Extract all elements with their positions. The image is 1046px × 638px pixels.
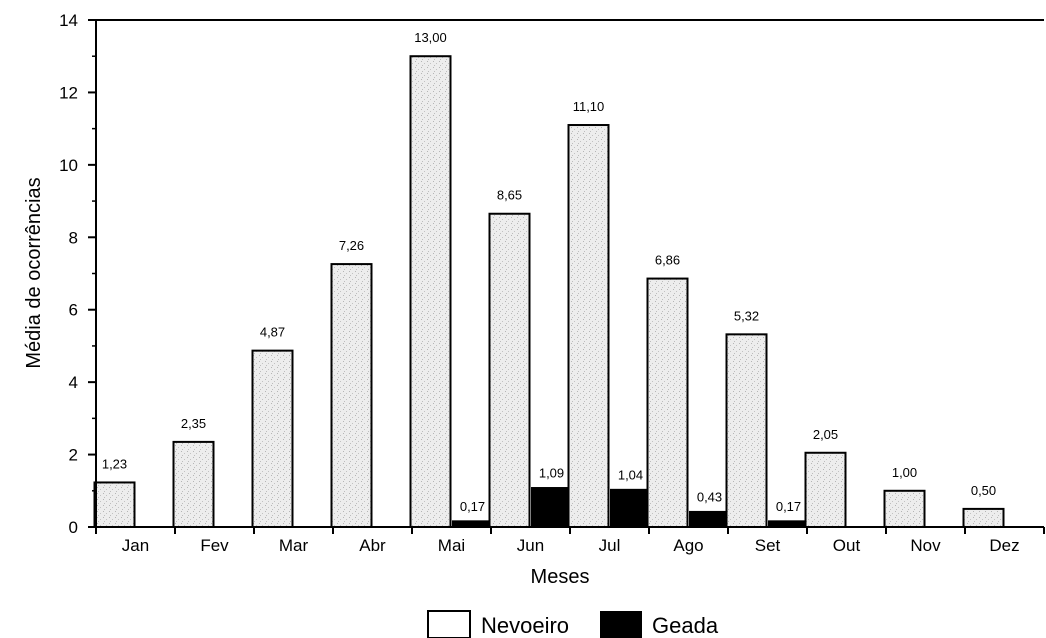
bar-geada-jul <box>610 488 651 528</box>
bar-nevoeiro-jun <box>488 212 531 528</box>
y-tick-label: 10 <box>59 156 78 175</box>
x-tick-label: Mai <box>438 536 465 555</box>
data-label-nevoeiro: 8,65 <box>497 188 522 203</box>
y-tick-label: 2 <box>69 446 78 465</box>
x-tick-label: Abr <box>359 536 386 555</box>
data-label-nevoeiro: 4,87 <box>260 325 285 340</box>
bar-nevoeiro-fev <box>172 440 215 528</box>
bar-nevoeiro-abr <box>330 263 373 528</box>
x-tick-label: Jan <box>122 536 149 555</box>
bar-nevoeiro-set <box>725 333 768 528</box>
y-tick-label: 14 <box>59 11 78 30</box>
x-tick-label: Out <box>833 536 861 555</box>
y-axis-title: Média de ocorrências <box>23 177 45 368</box>
data-label-geada: 0,17 <box>460 499 485 514</box>
data-label-nevoeiro: 1,00 <box>892 465 917 480</box>
y-axis-ticks: 0 2 4 6 8 10 12 14 <box>59 11 96 537</box>
bar-nevoeiro-out <box>804 451 847 528</box>
data-label-nevoeiro: 2,05 <box>813 427 838 442</box>
data-label-nevoeiro: 6,86 <box>655 253 680 268</box>
data-label-nevoeiro: 11,10 <box>573 99 605 114</box>
data-label-nevoeiro: 1,23 <box>102 456 127 471</box>
y-tick-label: 6 <box>69 301 78 320</box>
data-label-nevoeiro: 5,32 <box>734 308 759 323</box>
bars <box>93 55 1005 529</box>
x-tick-label: Jul <box>599 536 621 555</box>
x-tick-label: Nov <box>910 536 941 555</box>
y-tick-label: 8 <box>69 228 78 247</box>
x-tick-label: Dez <box>989 536 1019 555</box>
bar-nevoeiro-nov <box>883 489 926 528</box>
data-label-geada: 0,43 <box>697 489 722 504</box>
legend-label-geada: Geada <box>652 613 719 638</box>
bar-geada-jun <box>531 487 572 528</box>
data-label-geada: 1,04 <box>618 467 643 482</box>
y-tick-label: 0 <box>69 518 78 537</box>
legend-label-nevoeiro: Nevoeiro <box>481 613 569 638</box>
data-label-geada: 0,17 <box>776 499 801 514</box>
data-label-nevoeiro: 0,50 <box>971 483 996 498</box>
bar-geada-ago <box>689 510 730 528</box>
bar-nevoeiro-mar <box>251 349 294 528</box>
data-labels: 1,23 2,35 4,87 7,26 13,00 0,17 8,65 1,09 11,10 1,… <box>102 30 996 514</box>
x-tick-label: Fev <box>200 536 229 555</box>
data-label-nevoeiro: 2,35 <box>181 416 206 431</box>
legend-swatch-nevoeiro <box>427 610 471 638</box>
bar-nevoeiro-mai <box>409 55 452 528</box>
data-label-nevoeiro: 7,26 <box>339 238 364 253</box>
x-tick-label: Mar <box>279 536 309 555</box>
y-tick-label: 12 <box>59 83 78 102</box>
bar-nevoeiro-jan <box>93 481 136 528</box>
bar-nevoeiro-dez <box>962 507 1005 528</box>
data-label-geada: 1,09 <box>539 466 564 481</box>
bar-nevoeiro-ago <box>646 277 689 528</box>
x-tick-label: Set <box>755 536 781 555</box>
x-tick-label: Jun <box>517 536 544 555</box>
bar-nevoeiro-jul <box>567 124 610 529</box>
x-axis-title: Meses <box>531 566 590 588</box>
x-axis-ticks: Jan Fev Mar Abr Mai Jun Jul Ago Set Out Nov Dez <box>95 527 1045 555</box>
x-tick-label: Ago <box>673 536 703 555</box>
y-tick-label: 4 <box>69 373 78 392</box>
legend: Nevoeiro Geada <box>427 610 719 638</box>
legend-swatch-geada <box>600 611 642 638</box>
data-label-nevoeiro: 13,00 <box>414 30 447 45</box>
